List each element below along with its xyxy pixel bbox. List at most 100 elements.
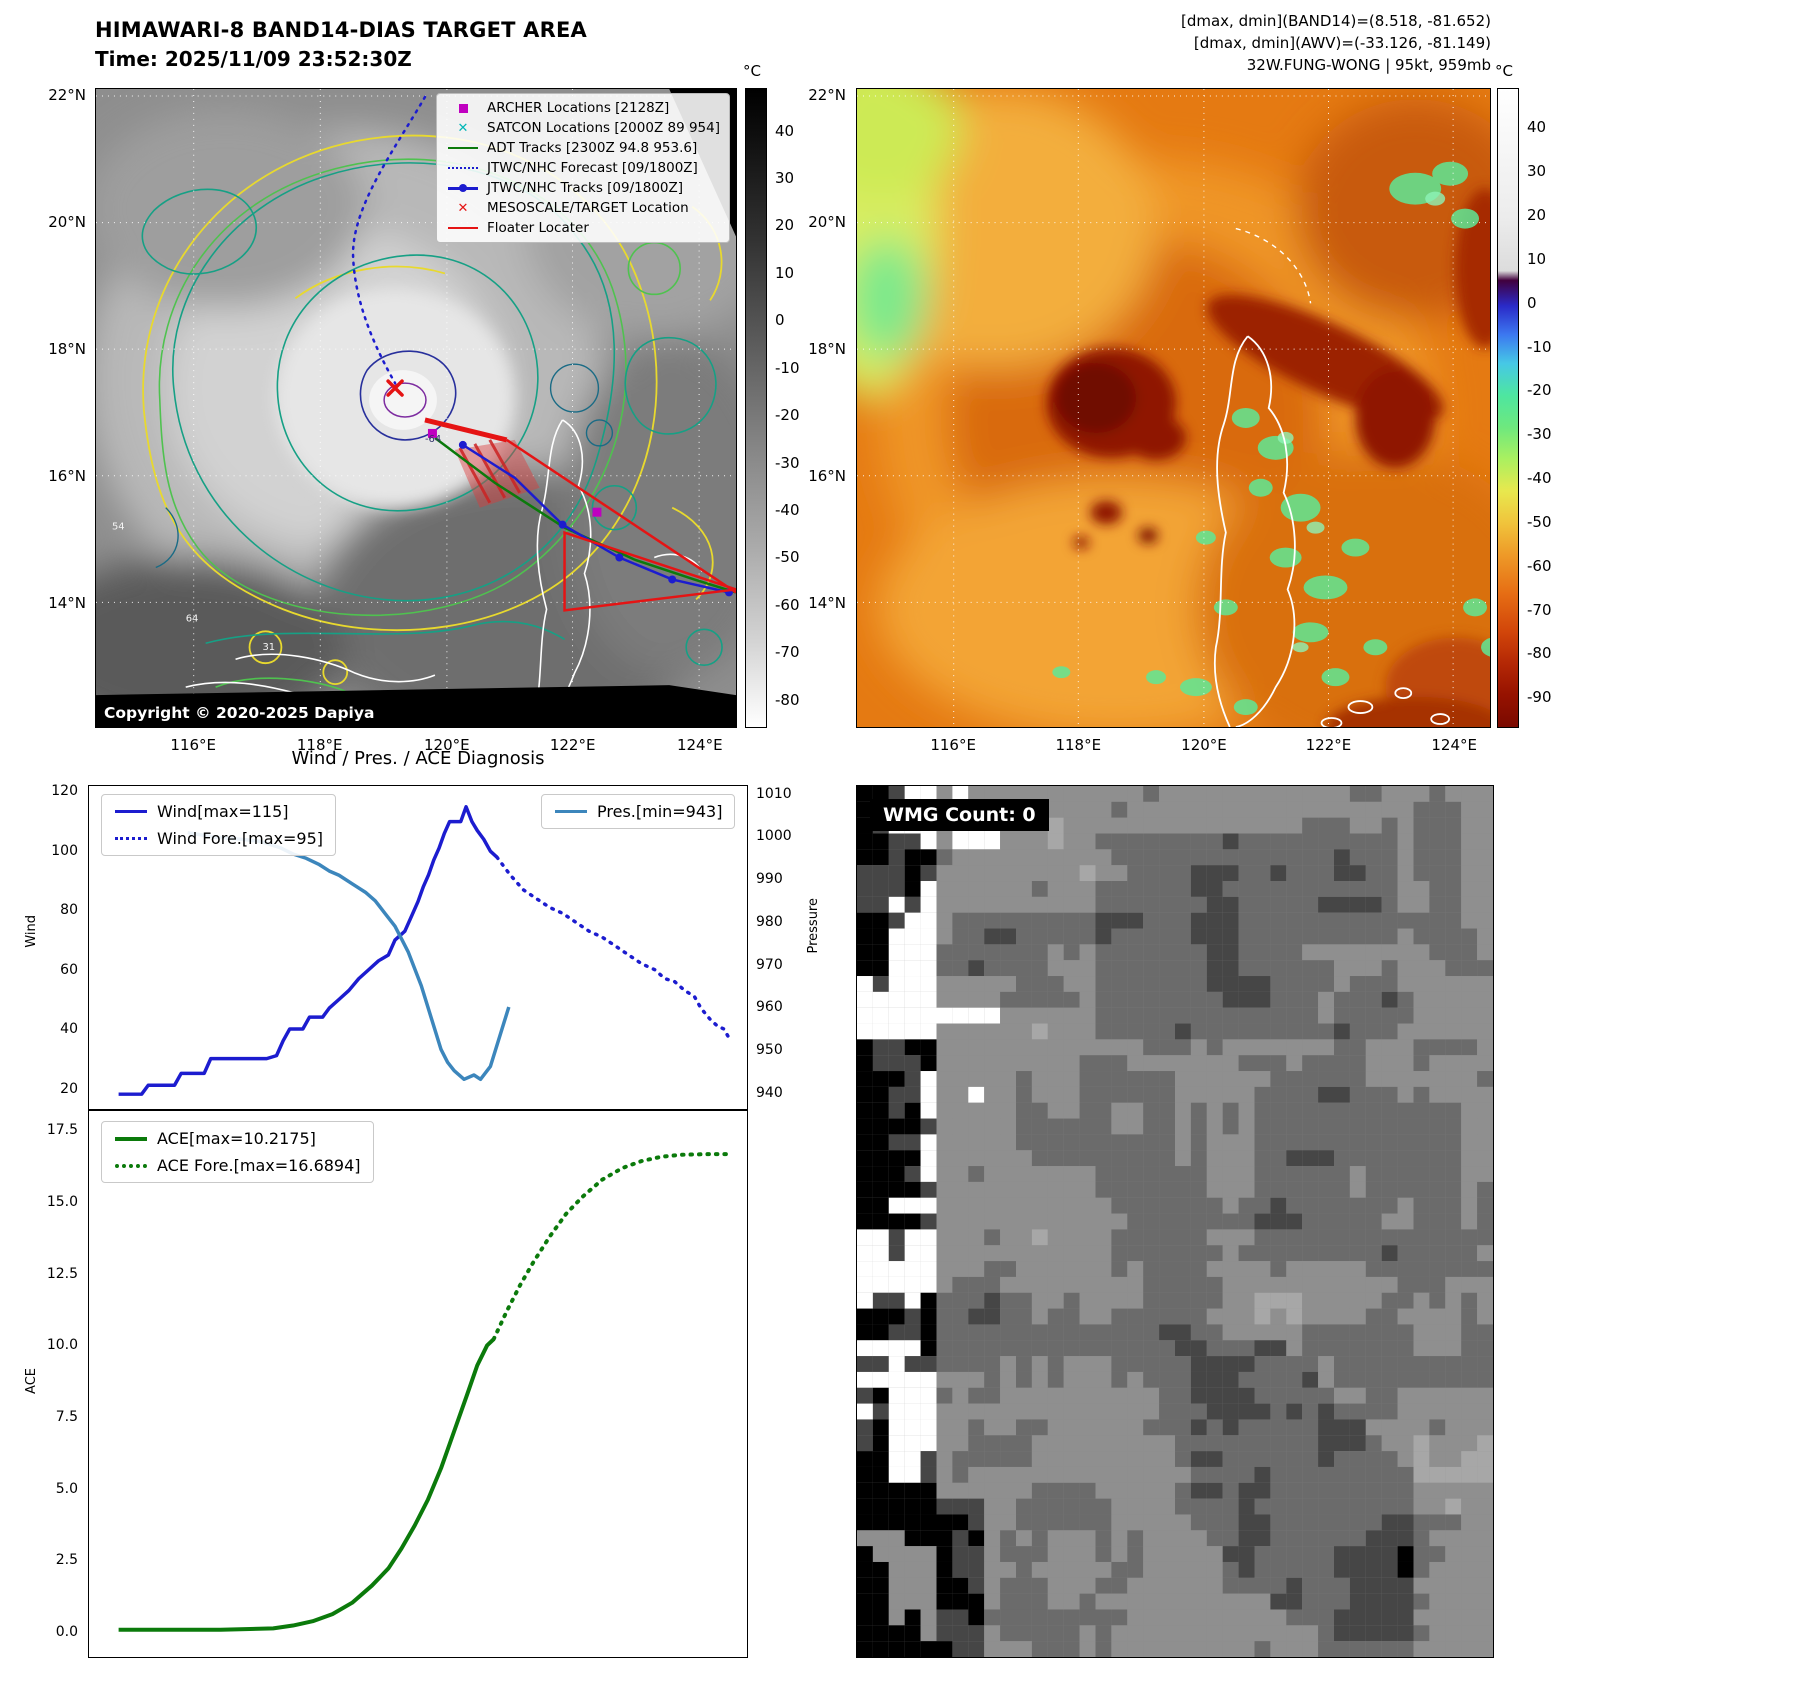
tick-label: -50	[1527, 512, 1552, 531]
band14-colorbar	[745, 88, 767, 728]
tick-label: 12.5	[46, 1265, 78, 1282]
band14-colorbar-unit: °C	[743, 62, 761, 80]
ace-y-axis: 0.0 2.5 5.0 7.5 10.0 12.5 15.0 17.5	[38, 1110, 82, 1658]
tick-label: 1010	[756, 785, 792, 802]
tick-label: -40	[1527, 469, 1552, 488]
magenta-square-marker	[446, 101, 480, 115]
tick-label: 950	[756, 1042, 783, 1059]
tick-label: 40	[60, 1021, 78, 1038]
tick-label: 80	[60, 902, 78, 919]
awv-colorbar-axis: 40 30 20 10 0 -10 -20 -30 -40 -50 -60 -70 -80 -90	[1523, 88, 1568, 728]
tick-label: -10	[1527, 337, 1552, 356]
tick-label: -50	[775, 548, 800, 567]
pressure-line-swatch	[554, 805, 588, 819]
tick-label: 40	[775, 121, 795, 140]
band14-map-legend: ARCHER Locations [2128Z] ✕ SATCON Location…	[436, 93, 730, 243]
legend-label: MESOSCALE/TARGET Location	[487, 200, 689, 216]
tick-label: 18°N	[48, 340, 86, 359]
storm-id-intensity-line: 32W.FUNG-WONG | 95kt, 959mb	[1246, 56, 1491, 74]
legend-label: Wind[max=115]	[157, 802, 289, 821]
tick-label: 20	[775, 216, 795, 235]
tick-label: 22°N	[808, 86, 846, 105]
tick-label: 20°N	[808, 212, 846, 231]
awv-map	[856, 88, 1491, 728]
tick-label: 116°E	[930, 736, 976, 754]
legend-label: Floater Locater	[487, 220, 589, 236]
tick-label: 20	[1527, 206, 1547, 225]
legend-item: Floater Locater	[446, 220, 720, 236]
tick-label: 120°E	[1181, 736, 1227, 754]
legend-label: Wind Fore.[max=95]	[157, 829, 323, 848]
pressure-y-axis: 940 950 960 970 980 990 1000 1010	[752, 785, 797, 1110]
tick-label: 124°E	[1431, 736, 1477, 754]
cyan-x-marker: ✕	[457, 120, 469, 136]
red-x-marker: ✕	[457, 200, 469, 216]
contour-label: 31	[262, 642, 275, 653]
tick-label: 40	[1527, 118, 1547, 137]
wind-forecast-line-swatch	[114, 832, 148, 846]
band14-colorbar-axis: 40 30 20 10 0 -10 -20 -30 -40 -50 -60 -70 -80	[771, 88, 816, 728]
legend-item: JTWC/NHC Forecast [09/1800Z]	[446, 160, 720, 176]
wmg-pixel-art	[857, 786, 1493, 1657]
wmg-panel: WMG Count: 0	[856, 785, 1494, 1658]
series-pressure	[187, 830, 511, 1082]
ace-chart: ACE[max=10.2175] ACE Fore.[max=16.6894]	[88, 1110, 748, 1658]
band14-time: Time: 2025/11/09 23:52:30Z	[95, 47, 412, 71]
legend-label: ADT Tracks [2300Z 94.8 953.6]	[487, 140, 698, 156]
tick-label: -30	[775, 453, 800, 472]
tick-label: -20	[1527, 381, 1552, 400]
tick-label: 30	[1527, 162, 1547, 181]
tick-label: 16°N	[808, 466, 846, 485]
legend-item: ARCHER Locations [2128Z]	[446, 100, 720, 116]
tick-label: 20	[60, 1081, 78, 1098]
tick-label: -10	[775, 358, 800, 377]
tick-label: 124°E	[676, 736, 723, 754]
tick-label: 22°N	[48, 86, 86, 105]
dmax-dmin-band14-line: [dmax, dmin](BAND14)=(8.518, -81.652)	[1180, 12, 1491, 30]
legend-item: ✕ SATCON Locations [2000Z 89 954]	[446, 120, 720, 136]
red-line-marker	[446, 221, 480, 235]
tick-label: 118°E	[296, 736, 343, 754]
tick-label: 30	[775, 169, 795, 188]
awv-lon-axis: 116°E 118°E 120°E 122°E 124°E	[856, 736, 1491, 758]
legend-item: ADT Tracks [2300Z 94.8 953.6]	[446, 140, 720, 156]
awv-header: [dmax, dmin](BAND14)=(8.518, -81.652) [d…	[990, 10, 1491, 76]
tick-label: -20	[775, 406, 800, 425]
tick-label: 116°E	[170, 736, 217, 754]
series-ace	[118, 1337, 496, 1632]
tick-label: -70	[1527, 600, 1552, 619]
tick-label: 1000	[756, 828, 792, 845]
legend-label: ACE[max=10.2175]	[157, 1129, 316, 1148]
diagnosis-title: Wind / Pres. / ACE Diagnosis	[291, 748, 545, 769]
tick-label: 120	[51, 782, 78, 799]
wind-legend: Wind[max=115] Wind Fore.[max=95]	[101, 794, 336, 856]
tick-label: 122°E	[1305, 736, 1352, 754]
tick-label: -60	[1527, 556, 1552, 575]
wind-pressure-chart: Wind[max=115] Wind Fore.[max=95] Pres.[m…	[88, 785, 748, 1110]
tick-label: -80	[1527, 644, 1552, 663]
tick-label: 14°N	[808, 594, 846, 613]
awv-colorbar-unit: °C	[1495, 62, 1513, 80]
contour-label: 54	[112, 522, 125, 533]
tick-label: 15.0	[46, 1193, 78, 1210]
series-ace	[491, 1152, 733, 1342]
green-line-marker	[446, 141, 480, 155]
ace-plot-area	[118, 1152, 733, 1632]
ace-legend: ACE[max=10.2175] ACE Fore.[max=16.6894]	[101, 1121, 374, 1183]
legend-label: JTWC/NHC Forecast [09/1800Z]	[487, 160, 698, 176]
tick-label: 14°N	[48, 594, 86, 613]
tick-label: 0.0	[55, 1624, 78, 1641]
tick-label: 940	[756, 1084, 783, 1101]
legend-item: ✕ MESOSCALE/TARGET Location	[446, 200, 720, 216]
band14-title: HIMAWARI-8 BAND14-DIAS TARGET AREA	[95, 18, 587, 42]
copyright-label: Copyright © 2020-2025 Dapiya	[104, 704, 375, 722]
blue-dotted-marker	[446, 161, 480, 175]
tick-label: 0	[1527, 293, 1537, 312]
pressure-axis-label: Pressure	[806, 898, 821, 954]
tick-label: 60	[60, 961, 78, 978]
tick-label: 20°N	[48, 212, 86, 231]
legend-item: JTWC/NHC Tracks [09/1800Z]	[446, 180, 720, 196]
tick-label: -30	[1527, 425, 1552, 444]
legend-label: SATCON Locations [2000Z 89 954]	[487, 120, 720, 136]
wind-axis-label: Wind	[24, 915, 39, 948]
